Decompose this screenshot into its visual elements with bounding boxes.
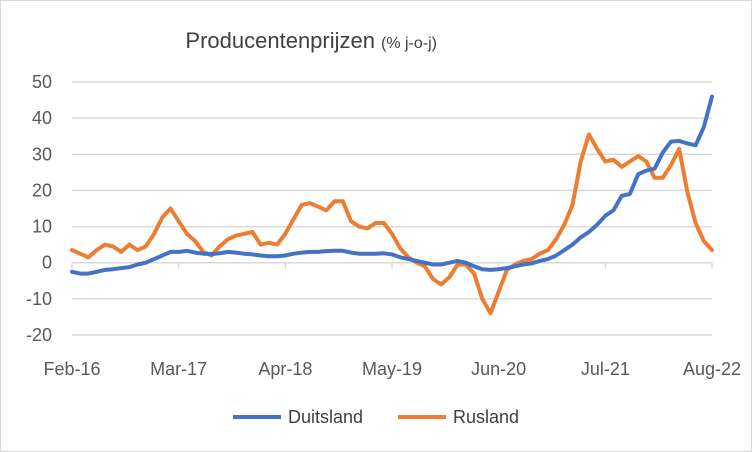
chart-subtitle: (% j-o-j) bbox=[381, 35, 437, 52]
y-tick-label: 50 bbox=[32, 72, 52, 92]
x-tick-label: May-19 bbox=[362, 359, 422, 379]
x-tick-label: Mar-17 bbox=[150, 359, 207, 379]
x-tick-label: Feb-16 bbox=[43, 359, 100, 379]
y-tick-label: 30 bbox=[32, 144, 52, 164]
x-tick-label: Apr-18 bbox=[258, 359, 312, 379]
y-tick-label: 0 bbox=[42, 253, 52, 273]
y-tick-label: 10 bbox=[32, 217, 52, 237]
legend-label-rusland: Rusland bbox=[453, 407, 519, 427]
y-tick-label: -10 bbox=[26, 289, 52, 309]
series-line-rusland bbox=[70, 132, 714, 316]
series-line-duitsland bbox=[70, 94, 714, 276]
x-tick-label: Aug-22 bbox=[683, 359, 741, 379]
y-tick-label: -20 bbox=[26, 325, 52, 345]
y-tick-label: 20 bbox=[32, 180, 52, 200]
legend-label-duitsland: Duitsland bbox=[288, 407, 363, 427]
x-tick-label: Jul-21 bbox=[581, 359, 630, 379]
y-tick-label: 40 bbox=[32, 108, 52, 128]
chart-title: Producentenprijzen bbox=[185, 28, 375, 53]
x-tick-label: Jun-20 bbox=[471, 359, 526, 379]
